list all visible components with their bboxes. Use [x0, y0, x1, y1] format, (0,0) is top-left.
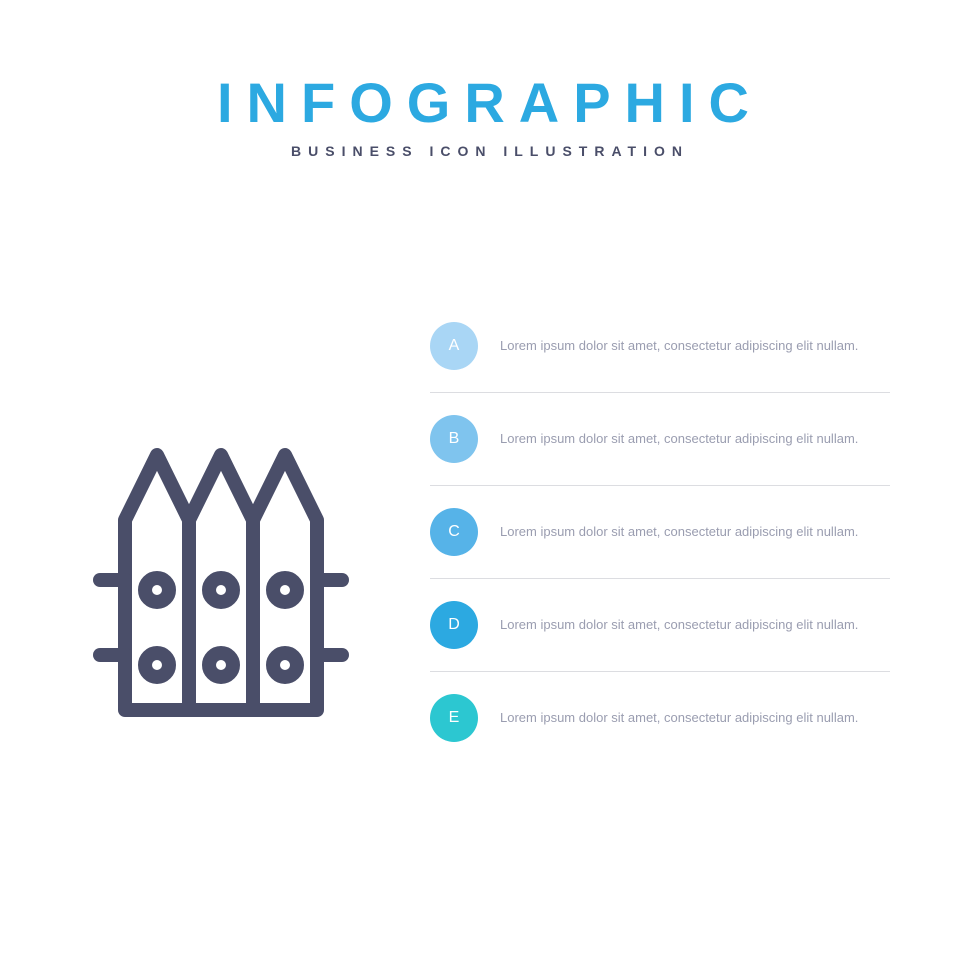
- step-b: B Lorem ipsum dolor sit amet, consectetu…: [430, 393, 890, 486]
- header: INFOGRAPHIC BUSINESS ICON ILLUSTRATION: [0, 0, 980, 159]
- steps-list: A Lorem ipsum dolor sit amet, consectetu…: [430, 300, 980, 764]
- step-d: D Lorem ipsum dolor sit amet, consectetu…: [430, 579, 890, 672]
- page-title: INFOGRAPHIC: [0, 70, 980, 135]
- badge-b: B: [430, 415, 478, 463]
- step-d-text: Lorem ipsum dolor sit amet, consectetur …: [500, 616, 858, 635]
- step-a-text: Lorem ipsum dolor sit amet, consectetur …: [500, 337, 858, 356]
- step-e-text: Lorem ipsum dolor sit amet, consectetur …: [500, 709, 858, 728]
- step-e: E Lorem ipsum dolor sit amet, consectetu…: [430, 672, 890, 764]
- icon-area: [0, 340, 430, 725]
- step-b-text: Lorem ipsum dolor sit amet, consectetur …: [500, 430, 858, 449]
- badge-e: E: [430, 694, 478, 742]
- page-subtitle: BUSINESS ICON ILLUSTRATION: [0, 143, 980, 159]
- badge-a: A: [430, 322, 478, 370]
- step-a: A Lorem ipsum dolor sit amet, consectetu…: [430, 300, 890, 393]
- badge-c: C: [430, 508, 478, 556]
- main-content: A Lorem ipsum dolor sit amet, consectetu…: [0, 300, 980, 764]
- step-c-text: Lorem ipsum dolor sit amet, consectetur …: [500, 523, 858, 542]
- fence-icon: [80, 440, 350, 725]
- badge-d: D: [430, 601, 478, 649]
- step-c: C Lorem ipsum dolor sit amet, consectetu…: [430, 486, 890, 579]
